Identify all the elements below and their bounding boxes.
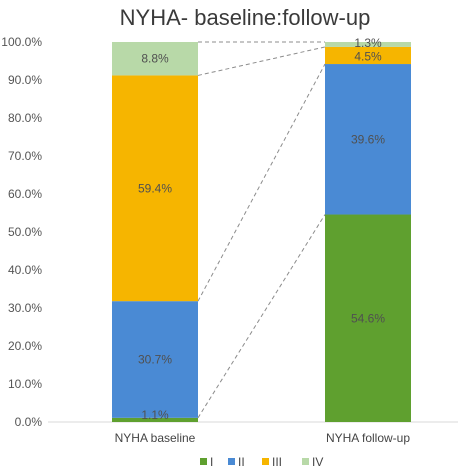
legend: I II III IV [200,455,323,469]
y-tick-label: 30.0% [8,301,42,315]
bar-segment-iii-1 [112,75,198,302]
y-axis: 0.0% 10.0% 20.0% 30.0% 40.0% 50.0% 60.0% 70.0% 8… [1,35,458,429]
y-tick-label: 60.0% [8,187,42,201]
legend-label: I [210,455,213,469]
bar-segment-iv-2 [325,42,411,47]
y-tick-label: 40.0% [8,263,42,277]
y-tick-label: 90.0% [8,73,42,87]
data-label: 1.1% [141,408,169,422]
chart-title: NYHA- baseline:follow-up [120,5,371,30]
y-tick-label: 100.0% [1,35,42,49]
legend-swatch-iv [302,458,309,465]
y-tick-label: 10.0% [8,377,42,391]
connector-line [197,63,326,302]
data-label: 30.7% [138,352,172,366]
data-label: 39.6% [351,132,385,146]
legend-swatch-i [200,458,207,465]
connector-line [197,214,326,419]
data-label: 8.8% [141,52,169,66]
connector-line [197,46,326,76]
x-category-label: NYHA follow-up [326,431,410,445]
x-category-label: NYHA baseline [115,431,196,445]
bar-segment-ii-1 [112,301,198,418]
data-label: 54.6% [351,311,385,325]
y-tick-label: 50.0% [8,225,42,239]
connector-lines [197,41,326,419]
legend-swatch-iii [262,458,269,465]
legend-swatch-ii [228,458,235,465]
legend-label: II [238,455,245,469]
data-label: 4.5% [354,49,382,63]
bar-segment-ii-2 [325,64,411,215]
y-tick-label: 0.0% [15,415,43,429]
data-label: 1.3% [354,36,382,50]
y-tick-label: 20.0% [8,339,42,353]
bar-segment-i-1 [112,417,198,422]
bar-segment-i-2 [325,214,411,422]
x-axis: NYHA baseline NYHA follow-up [115,431,411,445]
legend-label: IV [312,455,323,469]
bars: 1.1% 30.7% 59.4% 8.8% 54.6% 39.6% 4.5%1.3% [112,36,411,422]
bar-segment-iv-1 [112,42,198,76]
data-label: 59.4% [138,181,172,195]
y-tick-label: 70.0% [8,149,42,163]
bar-segment-iii-2 [325,46,411,65]
y-tick-label: 80.0% [8,111,42,125]
legend-label: III [272,455,282,469]
